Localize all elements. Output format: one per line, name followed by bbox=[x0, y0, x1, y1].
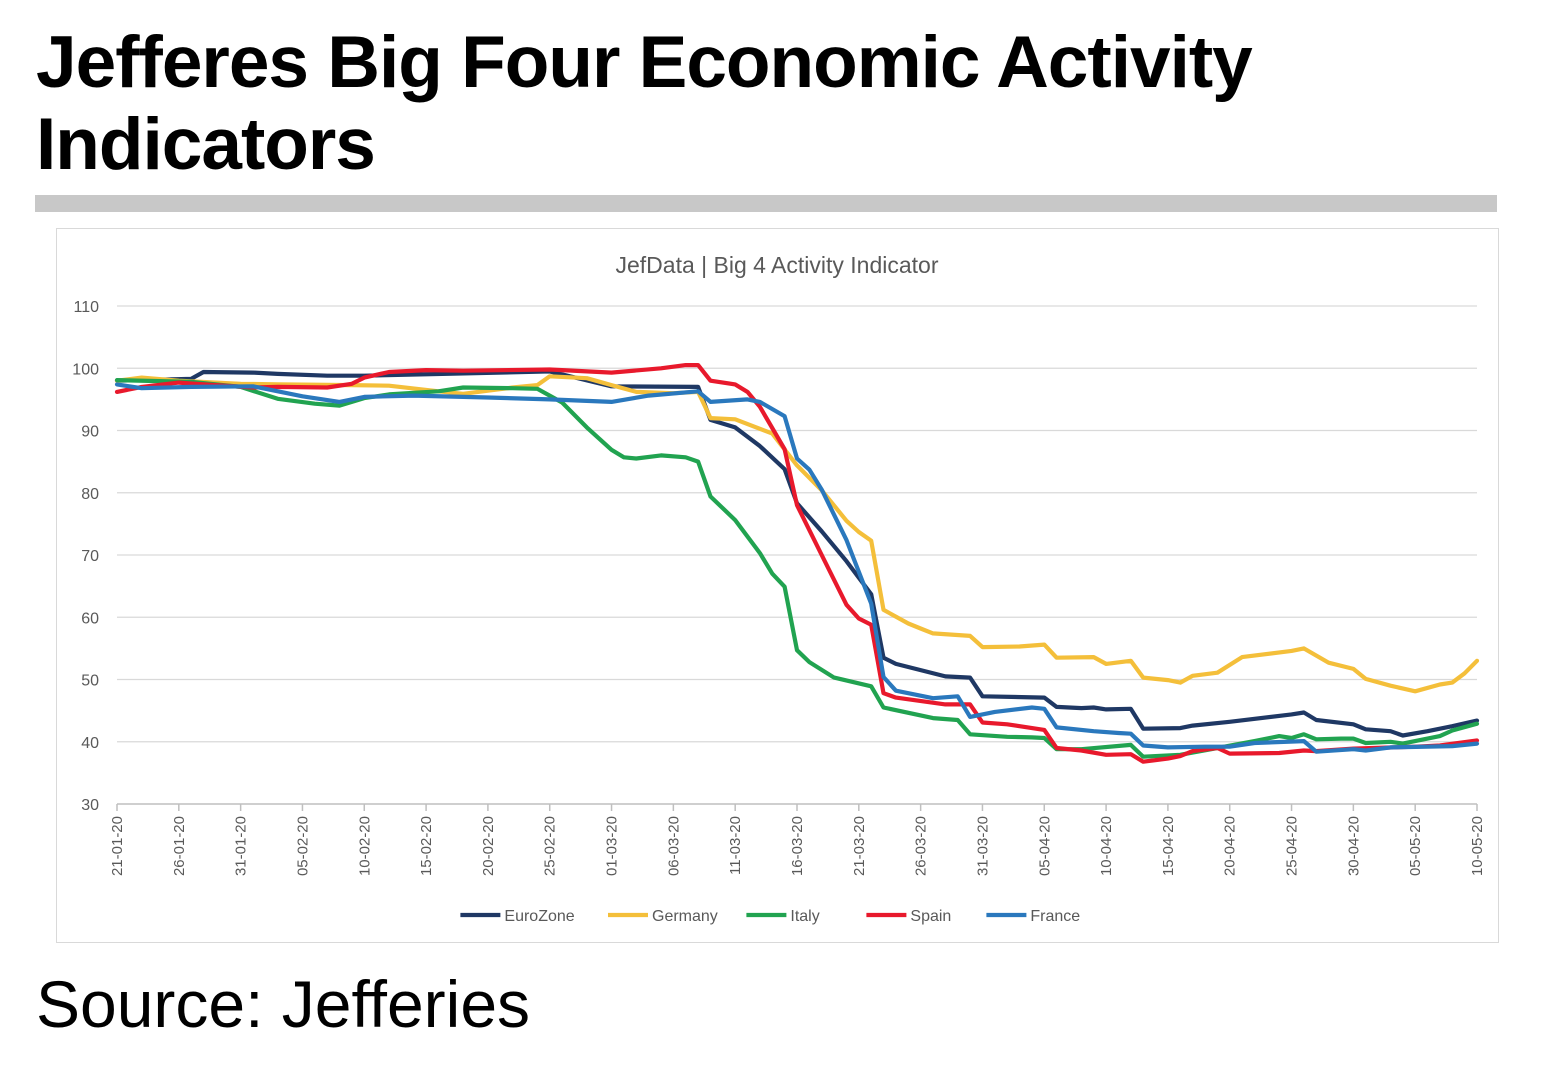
x-tick-label: 20-02-20 bbox=[480, 816, 497, 876]
x-tick-label: 10-04-20 bbox=[1098, 816, 1115, 876]
legend-label-italy: Italy bbox=[790, 908, 819, 925]
x-tick-label: 25-04-20 bbox=[1284, 816, 1301, 876]
y-tick-label: 40 bbox=[81, 735, 99, 752]
x-tick-label: 25-02-20 bbox=[542, 816, 559, 876]
x-tick-label: 05-04-20 bbox=[1036, 816, 1053, 876]
series-line-france bbox=[114, 382, 1480, 754]
chart-panel: JefData | Big 4 Activity Indicator 30 40 5… bbox=[56, 228, 1499, 943]
y-tick-label: 30 bbox=[81, 797, 99, 814]
x-tick-label: 21-03-20 bbox=[851, 816, 868, 876]
series-line-spain bbox=[114, 363, 1480, 764]
x-tick-label: 05-02-20 bbox=[294, 816, 311, 876]
y-axis: 30 40 50 60 70 80 90 100 110 bbox=[72, 299, 99, 814]
source-note: Source: Jefferies bbox=[36, 967, 531, 1041]
legend-label-france: France bbox=[1030, 908, 1080, 925]
x-tick-label: 30-04-20 bbox=[1345, 816, 1362, 876]
x-tick-label: 10-02-20 bbox=[356, 816, 373, 876]
series-layer bbox=[114, 363, 1480, 764]
y-tick-label: 110 bbox=[73, 299, 99, 316]
series-line-eurozone bbox=[114, 369, 1480, 738]
legend-label-eurozone: EuroZone bbox=[504, 908, 574, 925]
y-tick-label: 90 bbox=[81, 424, 99, 441]
chart-legend: EuroZone Germany Italy Spain France bbox=[460, 908, 1080, 925]
x-tick-label: 15-04-20 bbox=[1160, 816, 1177, 876]
y-tick-label: 70 bbox=[81, 548, 99, 565]
x-tick-label: 31-01-20 bbox=[233, 816, 250, 876]
line-chart: JefData | Big 4 Activity Indicator 30 40 5… bbox=[72, 252, 1486, 925]
y-tick-label: 80 bbox=[81, 486, 99, 503]
title-divider bbox=[35, 195, 1497, 212]
y-tick-label: 60 bbox=[81, 610, 99, 627]
x-tick-label: 11-03-20 bbox=[727, 816, 744, 875]
x-tick-label: 20-04-20 bbox=[1222, 816, 1239, 876]
chart-title: JefData | Big 4 Activity Indicator bbox=[615, 252, 938, 278]
x-tick-label: 15-02-20 bbox=[418, 816, 435, 876]
x-tick-label: 21-01-20 bbox=[109, 816, 126, 876]
x-tick-label: 01-03-20 bbox=[604, 816, 621, 876]
series-line-italy bbox=[114, 378, 1480, 759]
y-tick-label: 50 bbox=[81, 673, 99, 690]
x-axis: 21-01-20 26-01-20 31-01-20 05-02-20 10-02-20… bbox=[109, 803, 1486, 876]
legend-label-germany: Germany bbox=[652, 908, 718, 925]
y-tick-label: 100 bbox=[72, 361, 99, 378]
x-tick-label: 26-03-20 bbox=[913, 816, 930, 876]
page-headline: Jefferes Big Four Economic Activity Indi… bbox=[36, 22, 1253, 185]
x-tick-label: 05-05-20 bbox=[1407, 816, 1424, 876]
x-tick-label: 10-05-20 bbox=[1469, 816, 1486, 876]
x-tick-label: 16-03-20 bbox=[789, 816, 806, 876]
chart-gridlines bbox=[117, 305, 1477, 743]
legend-label-spain: Spain bbox=[910, 908, 951, 925]
x-tick-label: 06-03-20 bbox=[665, 816, 682, 876]
x-tick-label: 31-03-20 bbox=[974, 816, 991, 876]
x-tick-label: 26-01-20 bbox=[171, 816, 188, 876]
